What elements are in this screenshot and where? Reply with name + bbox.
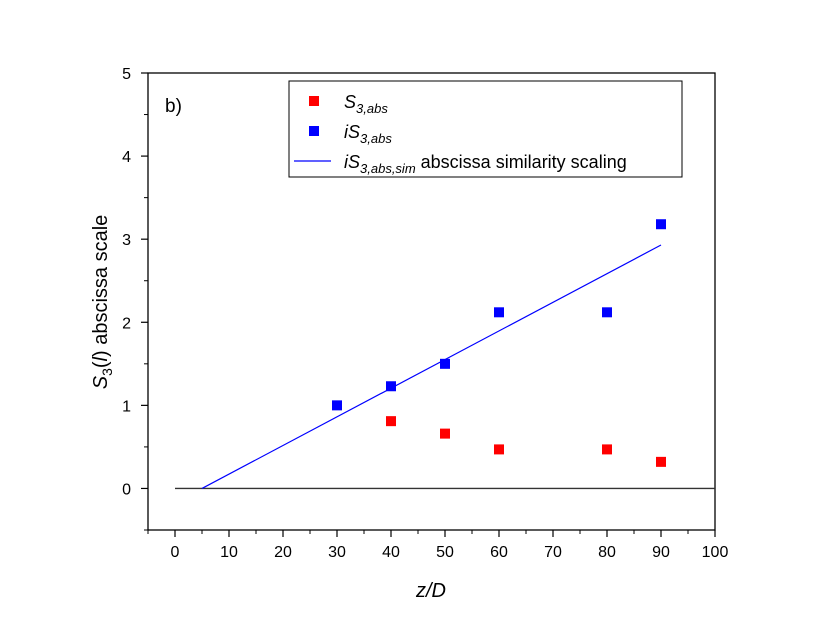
legend-entry: S3,abs [344, 92, 388, 116]
data-point [494, 307, 504, 318]
legend-box [288, 80, 683, 178]
data-point [332, 400, 342, 411]
x-tick-label: 50 [436, 544, 454, 561]
data-point [440, 428, 450, 439]
x-tick-label: 20 [274, 544, 292, 561]
legend-square-swatch [309, 96, 319, 106]
y-tick-label: 2 [122, 315, 131, 332]
data-point [494, 444, 504, 455]
x-axis-title: z/D [415, 580, 446, 602]
x-tick-label: 30 [328, 544, 346, 561]
data-point [602, 307, 612, 318]
labels-layer: 0 10 20 30 40 50 60 70 80 90 100 0 1 2 3 4 5 b) z/D S3(l) a… [90, 66, 728, 602]
data-point [656, 456, 666, 467]
x-tick-label: 70 [544, 544, 562, 561]
x-tick-label: 40 [382, 544, 400, 561]
data-point [656, 219, 666, 230]
data-point [440, 358, 450, 369]
y-tick-label: 1 [122, 398, 131, 415]
legend-square-swatch [309, 126, 319, 136]
axes-layer [141, 72, 716, 537]
data-point [386, 381, 396, 392]
y-tick-label: 4 [122, 149, 131, 166]
x-tick-label: 80 [598, 544, 616, 561]
series-line-fit [201, 244, 662, 489]
legend-entry: iS3,abs [344, 122, 392, 146]
x-tick-label: 100 [702, 544, 729, 561]
data-point [602, 444, 612, 455]
panel-label: b) [165, 96, 182, 117]
y-axis-title: S3(l) abscissa scale [90, 215, 115, 390]
y-tick-label: 3 [122, 232, 131, 249]
data-point [386, 416, 396, 427]
y-tick-label: 5 [122, 66, 131, 83]
y-tick-label: 0 [122, 481, 131, 498]
data-layer [175, 219, 715, 490]
legend: S3,abs iS3,abs iS3,abs,sim abscissa simila… [288, 80, 683, 178]
x-tick-label: 0 [171, 544, 180, 561]
x-tick-label: 90 [652, 544, 670, 561]
x-tick-label: 10 [220, 544, 238, 561]
legend-entry: iS3,abs,sim abscissa similarity scaling [344, 152, 627, 176]
plot-frame [147, 72, 716, 531]
x-tick-label: 60 [490, 544, 508, 561]
